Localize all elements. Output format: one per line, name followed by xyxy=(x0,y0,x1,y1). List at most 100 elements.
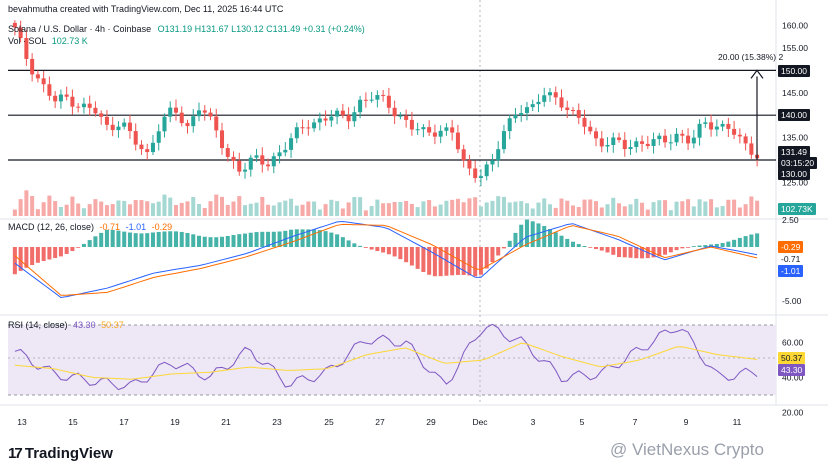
macd-hist-bar xyxy=(697,245,702,247)
candle-body xyxy=(565,107,570,111)
macd-hist-bar xyxy=(605,247,610,253)
macd-hist-bar xyxy=(691,246,696,247)
candle-body xyxy=(530,104,535,108)
time-tick-label: 5 xyxy=(580,417,585,427)
candle-body xyxy=(306,127,311,129)
volume-bar xyxy=(30,196,35,216)
macd-value-tag: -0.71 xyxy=(778,253,804,265)
volume-bar xyxy=(697,199,702,216)
rsi-label[interactable]: RSI (14, close) xyxy=(8,320,68,330)
candle-body xyxy=(542,95,547,102)
candle-body xyxy=(415,129,420,131)
macd-hist-bar xyxy=(323,231,328,247)
candle-body xyxy=(243,169,248,172)
candle-body xyxy=(173,107,178,113)
volume-label: Vol · SOL xyxy=(8,36,47,46)
macd-hist-bar xyxy=(150,232,155,247)
macd-hist-bar xyxy=(104,229,109,247)
rsi-tick-label: 40.00 xyxy=(782,373,804,383)
macd-hist-bar xyxy=(191,234,196,247)
volume-bar xyxy=(254,202,259,216)
volume-bar xyxy=(473,197,478,216)
macd-hist-bar xyxy=(369,247,374,250)
macd-hist-bar xyxy=(81,243,86,247)
volume-bar xyxy=(208,201,213,216)
candle-body xyxy=(35,74,40,79)
candle-body xyxy=(64,94,69,97)
macd-tick-label: 2.50 xyxy=(782,215,799,225)
volume-bar xyxy=(605,204,610,216)
tradingview-logo[interactable]: 17 TradingView xyxy=(8,445,113,462)
macd-hist-bar xyxy=(329,232,334,247)
candle-body xyxy=(277,152,282,157)
macd-hist-bar xyxy=(179,231,184,247)
candle-body xyxy=(501,131,506,150)
volume-bar xyxy=(168,197,173,216)
candle-body xyxy=(536,101,541,105)
volume-bar xyxy=(421,201,426,216)
candle-body xyxy=(340,110,345,116)
candle-body xyxy=(398,115,403,117)
rsi-ma-tag: 50.37 xyxy=(778,352,806,364)
macd-hist-bar xyxy=(519,224,524,247)
volume-bar xyxy=(340,208,345,216)
volume-bar xyxy=(427,200,432,216)
volume-bar xyxy=(231,201,236,216)
volume-bar xyxy=(283,200,288,216)
volume-bar xyxy=(191,196,196,216)
macd-hist-bar xyxy=(714,243,719,247)
candle-body xyxy=(156,131,161,143)
candle-body xyxy=(409,119,414,130)
macd-hist-bar xyxy=(352,243,357,247)
macd-hist-bar xyxy=(409,247,414,266)
candle-body xyxy=(214,116,219,131)
volume-bar xyxy=(145,201,150,216)
macd-hist-bar xyxy=(392,247,397,257)
volume-bar xyxy=(415,207,420,216)
volume-bar xyxy=(455,198,460,216)
candle-body xyxy=(732,128,737,135)
macd-hist-bar xyxy=(41,247,46,261)
candle-body xyxy=(490,160,495,165)
time-tick-label: 9 xyxy=(684,417,689,427)
candle-body xyxy=(202,110,207,113)
rsi-tick-label: 20.00 xyxy=(782,408,804,418)
macd-label[interactable]: MACD (12, 26, close) xyxy=(8,222,95,232)
candle-body xyxy=(605,144,610,147)
volume-bar xyxy=(116,200,121,216)
macd-hist-bar xyxy=(335,234,340,247)
macd-hist-bar xyxy=(720,243,725,247)
price-tick-label: 160.00 xyxy=(782,21,808,31)
candle-body xyxy=(743,136,748,144)
volume-bar xyxy=(369,206,374,216)
candle-body xyxy=(191,116,196,127)
candle-body xyxy=(208,112,213,117)
volume-bar xyxy=(703,201,708,216)
volume-bar xyxy=(133,199,138,216)
volume-bar xyxy=(484,202,489,216)
volume-bar xyxy=(81,208,86,216)
volume-bar xyxy=(156,201,161,216)
volume-bar xyxy=(565,200,570,216)
symbol-title[interactable]: Solana / U.S. Dollar · 4h · Coinbase xyxy=(8,24,152,34)
candle-body xyxy=(47,84,52,96)
level-130-tag: 130.00 xyxy=(778,168,810,180)
candle-body xyxy=(254,155,259,158)
rsi-pane xyxy=(14,323,758,391)
volume-bar xyxy=(300,204,305,216)
volume-bar xyxy=(507,202,512,216)
macd-hist-bar xyxy=(110,229,115,247)
macd-hist-bar xyxy=(594,247,599,250)
macd-hist-bar xyxy=(208,237,213,247)
volume-bar xyxy=(12,209,17,216)
volume-bar xyxy=(467,198,472,216)
candle-body xyxy=(122,122,127,127)
volume-bar xyxy=(542,198,547,216)
candle-body xyxy=(496,149,501,161)
volume-bar xyxy=(709,199,714,216)
time-tick-label: 19 xyxy=(170,417,180,427)
macd-hist-bar xyxy=(484,247,489,269)
candle-body xyxy=(507,118,512,132)
macd-hist-bar xyxy=(358,245,363,247)
